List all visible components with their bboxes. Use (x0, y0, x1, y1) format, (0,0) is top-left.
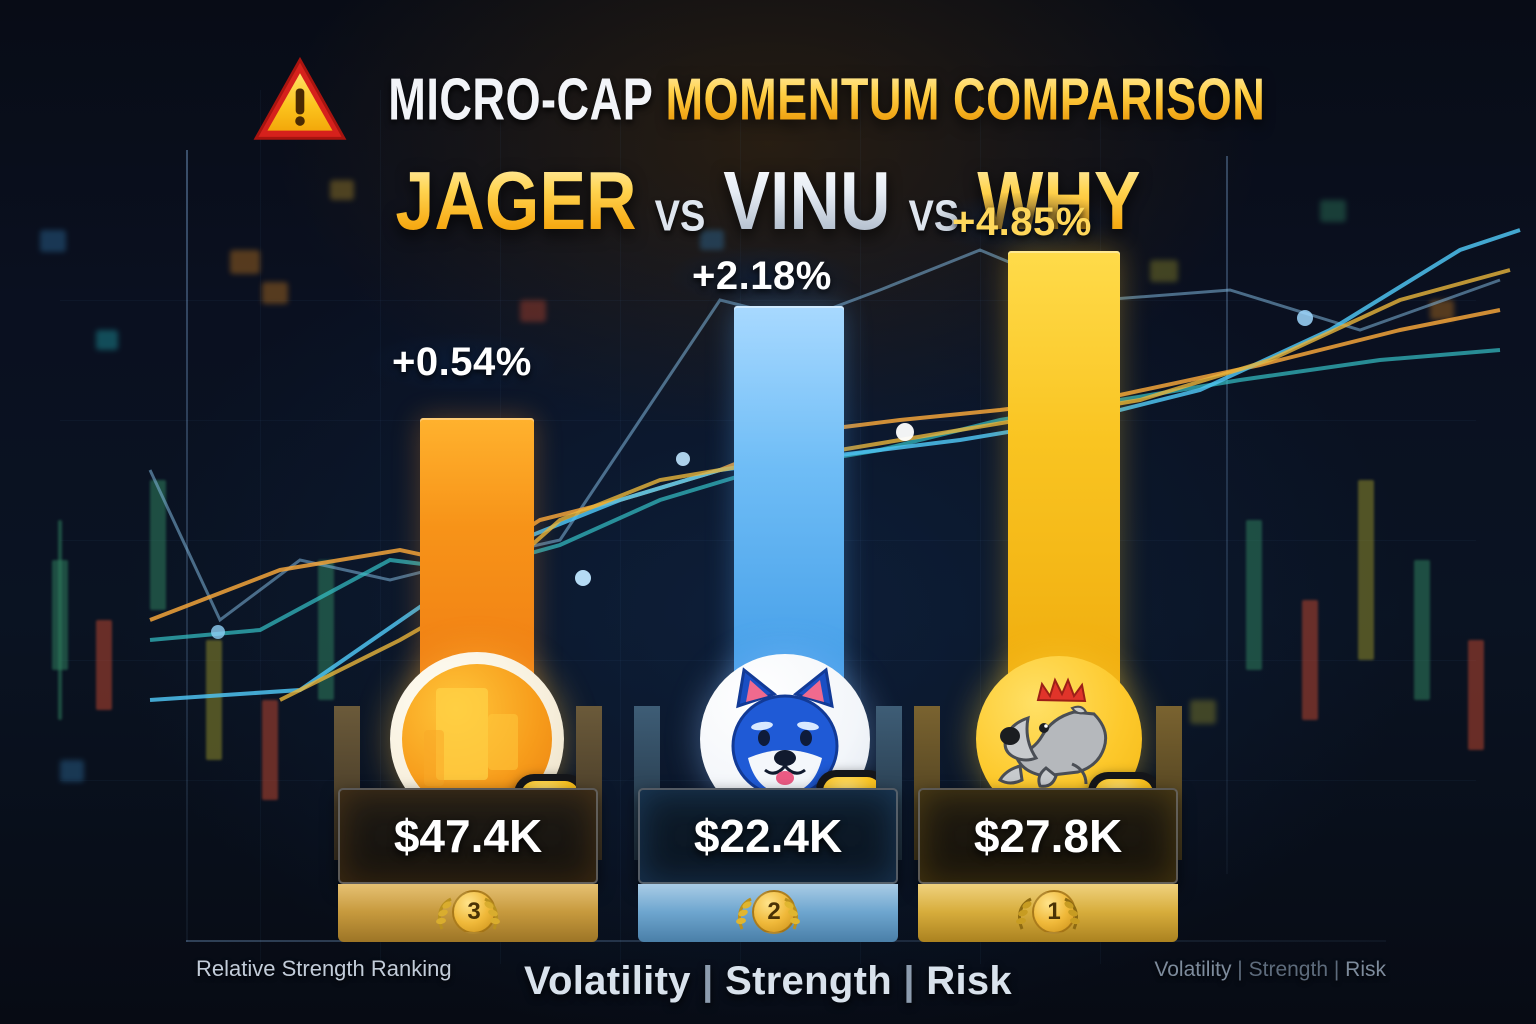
plinth-vinu: $22.4K 2 (634, 706, 902, 942)
subtitle-token-vinu: VINU (723, 154, 891, 247)
legend-right-strength: Strength (1248, 958, 1328, 981)
footer-right-legend: Volatility | Strength | Risk (1154, 958, 1386, 982)
subtitle-token-jager: JAGER (395, 154, 637, 247)
plinth-jager: $47.4K 3 (334, 706, 602, 942)
legend-risk: Risk (926, 959, 1012, 1003)
value-plate-why: $27.8K (918, 788, 1178, 884)
bar-why (1008, 251, 1120, 706)
podium-base-why: 1 (918, 884, 1178, 942)
legend-volatility: Volatility (524, 959, 691, 1003)
podium-base-jager: 3 (338, 884, 598, 942)
legend-right-volatility: Volatility (1154, 958, 1232, 981)
legend-sep-2: | (903, 959, 915, 1003)
pct-badge-vinu: +2.18% (670, 247, 854, 306)
page-title: MICRO-CAP MOMENTUM COMPARISON (0, 52, 1536, 144)
subtitle-vs-1: VS (654, 192, 706, 241)
podium-base-vinu: 2 (638, 884, 898, 942)
rank-medal-vinu: 2 (736, 889, 800, 937)
pct-badge-why: +4.85% (930, 193, 1114, 252)
pct-badge-jager: +0.54% (370, 333, 554, 392)
rank-medal-jager: 3 (436, 889, 500, 937)
title-part-2: MOMENTUM COMPARISON (665, 64, 1266, 132)
subtitle: JAGER VS VINU VS WHY (0, 155, 1536, 248)
plinth-why: $27.8K 1 (914, 706, 1182, 942)
value-plate-vinu: $22.4K (638, 788, 898, 884)
rank-medal-why: 1 (1016, 889, 1080, 937)
footer-left-label: Relative Strength Ranking (196, 956, 452, 981)
value-text-vinu: $22.4K (693, 810, 843, 862)
title-part-1: MICRO-CAP (388, 64, 653, 132)
value-plate-jager: $47.4K (338, 788, 598, 884)
footer-center-legend: Volatility | Strength | Risk (0, 959, 1536, 1004)
value-text-why: $27.8K (973, 810, 1123, 862)
legend-right-sep-2: | (1333, 958, 1340, 981)
warning-triangle-icon (252, 56, 348, 144)
legend-right-risk: Risk (1345, 958, 1386, 981)
legend-right-sep-1: | (1237, 958, 1243, 981)
value-text-jager: $47.4K (393, 810, 543, 862)
bar-vinu (734, 306, 844, 706)
legend-strength: Strength (725, 959, 892, 1003)
legend-sep-1: | (702, 959, 714, 1003)
